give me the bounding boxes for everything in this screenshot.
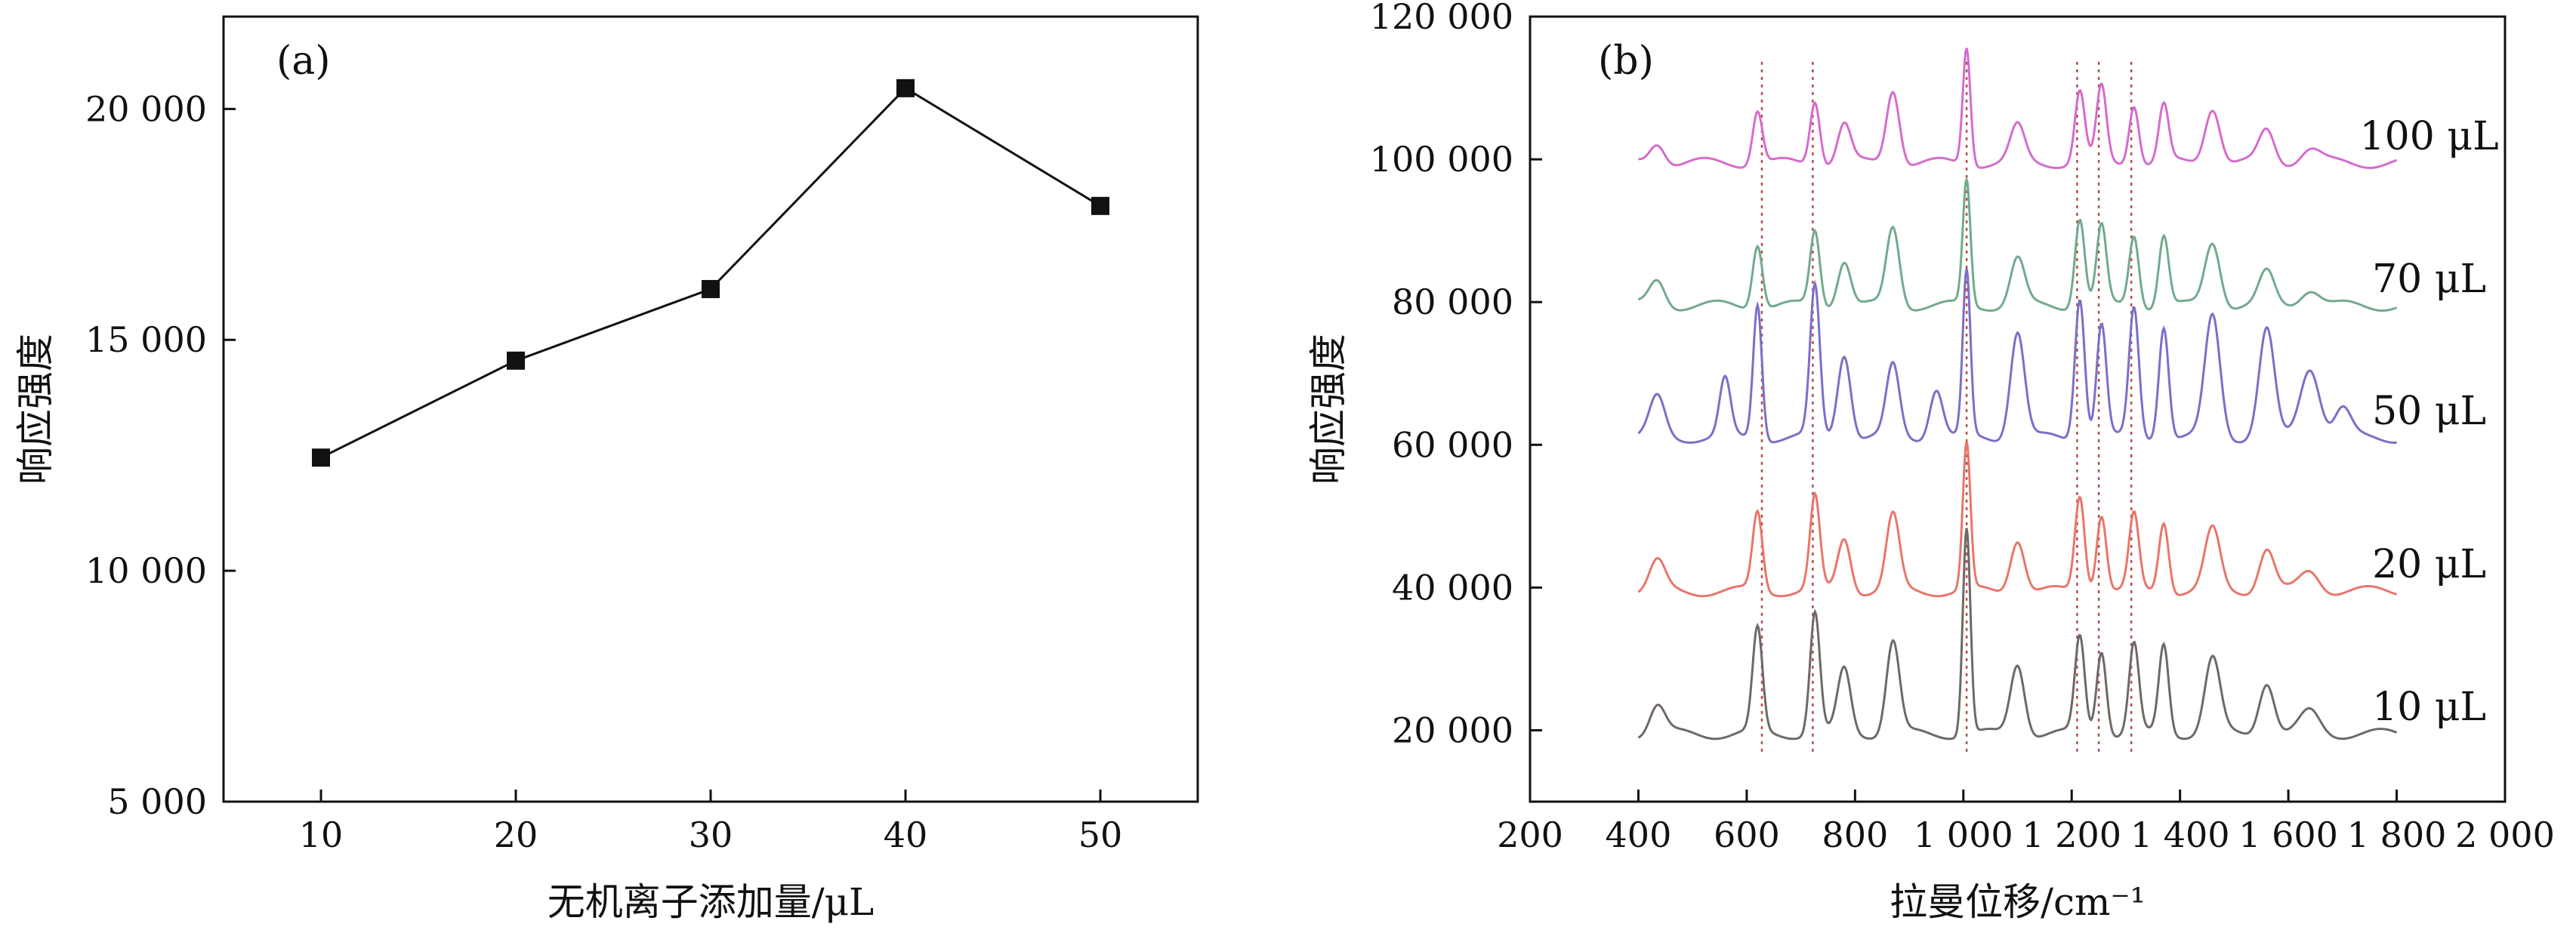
spectrum-line <box>1637 528 2398 741</box>
x-tick-label: 200 <box>1497 814 1563 855</box>
data-point-marker <box>702 279 720 298</box>
panel-a-ticks: 10 20 30 40 50 5 000 10 000 15 000 20 000 <box>85 88 1122 855</box>
data-point-marker <box>896 79 915 97</box>
panel-b-spectra: 10 μL 20 μL 50 μL 70 μL 100 μL <box>1637 48 2499 741</box>
x-tick-label: 1 200 <box>2022 814 2121 855</box>
data-point-marker <box>507 351 525 370</box>
x-tick-label: 10 <box>299 814 344 855</box>
x-tick-label: 600 <box>1714 814 1780 855</box>
spectrum-line <box>1637 268 2397 444</box>
y-tick-label: 10 000 <box>85 550 207 591</box>
x-tick-label: 2 000 <box>2455 814 2555 855</box>
x-tick-label: 40 <box>884 814 928 855</box>
panel-a-label: (a) <box>276 38 331 84</box>
panel-a-markers <box>312 79 1109 467</box>
x-tick-label: 50 <box>1078 814 1123 855</box>
series-label: 50 μL <box>2372 389 2486 434</box>
panel-a-y-axis-title: 响应强度 <box>14 334 57 485</box>
spectrum-line <box>1637 178 2398 312</box>
panel-b-plot-frame <box>1529 15 2507 803</box>
x-tick-label: 800 <box>1822 814 1888 855</box>
panel-a-plot-frame <box>222 15 1199 803</box>
panel-b-reference-lines <box>1760 59 2133 752</box>
series-label: 70 μL <box>2372 257 2486 302</box>
data-point-marker <box>1091 196 1109 215</box>
x-tick-label: 1 800 <box>2347 814 2447 855</box>
y-tick-label: 120 000 <box>1370 0 1513 37</box>
panel-b-ticks: 200 400 600 800 1 000 1 200 1 400 1 600 1 800 2 0… <box>1370 0 2555 855</box>
y-tick-label: 5 000 <box>107 781 207 822</box>
x-tick-label: 1 600 <box>2238 814 2338 855</box>
y-tick-label: 60 000 <box>1392 424 1513 465</box>
panel-a-data-line <box>320 86 1101 459</box>
y-tick-label: 20 000 <box>1392 710 1513 750</box>
y-tick-label: 15 000 <box>85 319 207 360</box>
data-point-marker <box>312 448 330 467</box>
x-tick-label: 1 400 <box>2130 814 2230 855</box>
y-tick-label: 20 000 <box>85 88 207 129</box>
y-tick-label: 40 000 <box>1392 567 1513 608</box>
panel-b: 10 μL 20 μL 50 μL 70 μL 100 μL 200 400 600 800 1… <box>1307 0 2555 924</box>
x-tick-label: 20 <box>494 814 538 855</box>
x-tick-label: 1 000 <box>1914 814 2013 855</box>
x-tick-label: 30 <box>689 814 733 855</box>
series-label: 10 μL <box>2372 685 2486 730</box>
series-label: 100 μL <box>2360 114 2499 159</box>
panel-b-y-axis-title: 响应强度 <box>1307 334 1350 485</box>
panel-a: 10 20 30 40 50 5 000 10 000 15 000 20 000 (a) 无机… <box>14 15 1199 924</box>
panel-a-x-axis-title: 无机离子添加量/μL <box>548 880 875 924</box>
spectrum-line <box>1637 441 2398 598</box>
panel-b-x-axis-title: 拉曼位移/cm⁻¹ <box>1890 880 2146 924</box>
y-tick-label: 100 000 <box>1370 139 1513 180</box>
y-tick-label: 80 000 <box>1392 282 1513 322</box>
panel-b-label: (b) <box>1598 38 1654 84</box>
spectrum-line <box>1638 48 2398 169</box>
series-label: 20 μL <box>2372 542 2486 587</box>
x-tick-label: 400 <box>1606 814 1672 855</box>
